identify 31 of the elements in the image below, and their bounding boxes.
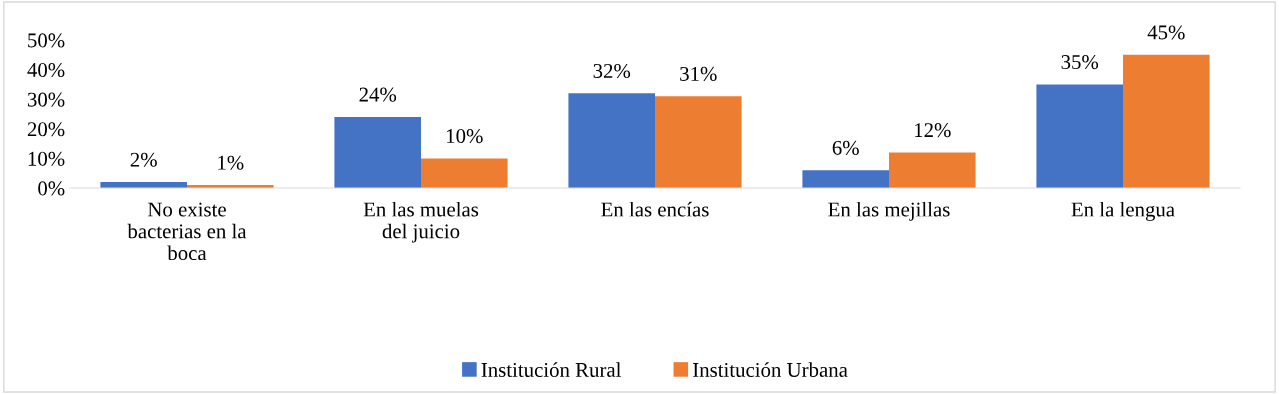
x-tick-label: En las encías	[601, 201, 709, 217]
y-tick-label: 40%	[27, 62, 65, 78]
data-label: 35%	[1061, 55, 1099, 70]
data-label: 6%	[832, 140, 859, 155]
bar	[655, 96, 742, 188]
x-tick-label: En las mejillas	[828, 201, 950, 221]
data-label: 12%	[915, 123, 951, 138]
data-label: 45%	[1147, 25, 1185, 40]
y-tick-label: 0%	[38, 181, 65, 196]
bar	[889, 152, 976, 188]
y-tick-label: 10%	[28, 151, 65, 166]
bar	[1036, 84, 1123, 188]
bar	[802, 170, 889, 188]
bar	[334, 116, 421, 188]
y-tick-label: 30%	[27, 92, 65, 107]
legend-label: Institución Urbana	[693, 362, 848, 377]
x-tick-label: No existe bacterias en la boca	[127, 202, 247, 261]
y-tick-label: 20%	[27, 122, 65, 137]
data-label: 1%	[218, 155, 244, 170]
bar	[568, 93, 655, 188]
bar	[1123, 54, 1210, 188]
data-label: 10%	[447, 129, 483, 144]
legend-label: Institución Rural	[481, 362, 622, 377]
data-label: 31%	[680, 66, 717, 81]
data-label: 32%	[593, 63, 631, 79]
data-label: 24%	[359, 87, 397, 102]
x-tick-label: En las muelas del juicio	[363, 201, 479, 243]
data-label: 2%	[130, 152, 157, 167]
y-tick-label: 50%	[28, 33, 65, 48]
x-tick-label: En la lengua	[1071, 201, 1175, 221]
bar	[421, 158, 508, 188]
